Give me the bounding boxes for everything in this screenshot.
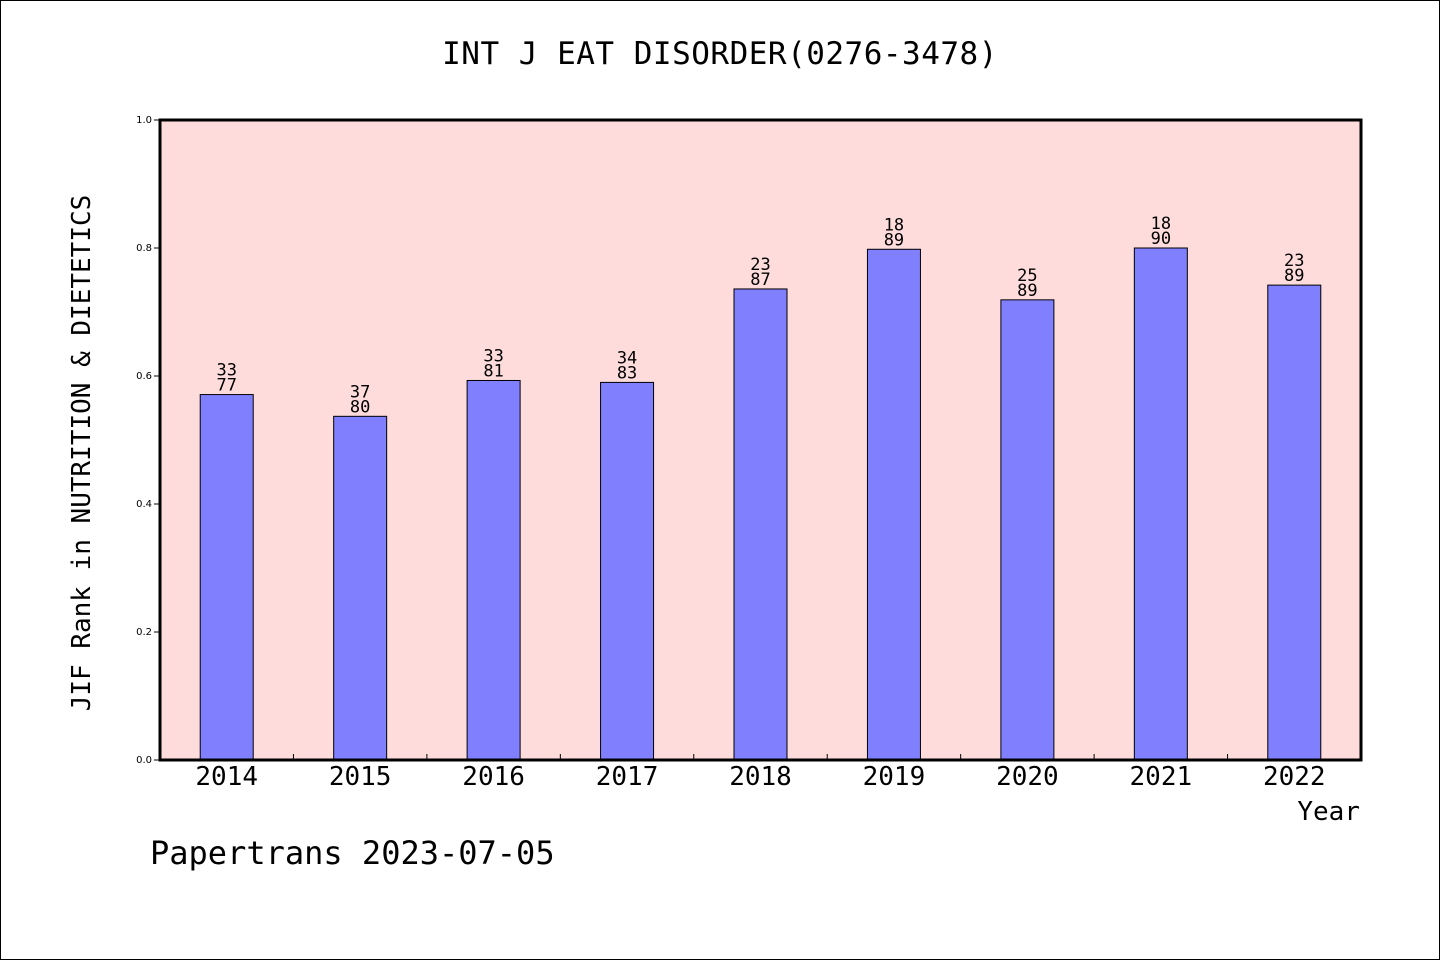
bar-2015 [333,415,388,761]
x-tick-label: 2022 [1263,762,1326,792]
x-tick-label: 2019 [863,762,926,792]
x-tick-label: 2014 [195,762,258,792]
bar-2014 [199,394,254,761]
bar-2019 [866,248,921,761]
plot-border [158,118,1363,762]
bar-label-rank: 18 [884,215,904,235]
bar-label-rank: 23 [1284,251,1304,271]
y-tick-label: 0.8 [136,243,152,254]
bar-2017 [600,381,655,761]
x-axis-label: Year [1297,797,1360,827]
chart-title: INT J EAT DISORDER(0276-3478) [442,36,998,72]
bar-label-rank: 25 [1017,266,1037,286]
bar-label-total: 77 [216,376,236,396]
y-axis-ticks: 0.0 0.2 0.4 0.6 0.8 1.0 [136,115,160,766]
bar-label-total: 89 [1017,281,1037,301]
footer-credit: Papertrans 2023-07-05 [150,834,555,872]
bars: 3377201437802015338120163483201723872018… [195,214,1325,792]
y-tick-label: 0.4 [136,499,152,510]
y-tick-label: 0.2 [136,627,152,638]
bar-label-total: 87 [750,270,770,290]
x-tick-label: 2015 [329,762,392,792]
x-tick-label: 2020 [996,762,1059,792]
bar-label-rank: 33 [216,361,236,381]
bar-2020 [1000,299,1055,761]
bar-label-rank: 34 [617,348,637,368]
bar-label-rank: 18 [1151,214,1171,234]
bar-label-total: 89 [1284,266,1304,286]
bar-label-total: 90 [1151,229,1171,249]
y-axis-label: JIF Rank in NUTRITION & DIETETICS [67,195,97,712]
bar-label-rank: 37 [350,382,370,402]
x-tick-label: 2016 [462,762,525,792]
bar-2022 [1267,284,1322,761]
bar-label-total: 81 [483,361,503,381]
bar-2021 [1133,247,1188,761]
y-tick-label: 1.0 [136,115,152,126]
y-tick-label: 0.6 [136,371,152,382]
bar-label-rank: 23 [750,255,770,275]
y-tick-label: 0.0 [136,755,152,766]
bar-label-rank: 33 [483,346,503,366]
x-tick-label: 2017 [596,762,659,792]
bar-label-total: 83 [617,363,637,383]
bar-label-total: 80 [350,397,370,417]
x-tick-label: 2021 [1130,762,1193,792]
x-tick-label: 2018 [729,762,792,792]
bar-2016 [466,379,521,761]
bar-2018 [733,288,788,761]
bar-label-total: 89 [884,230,904,250]
